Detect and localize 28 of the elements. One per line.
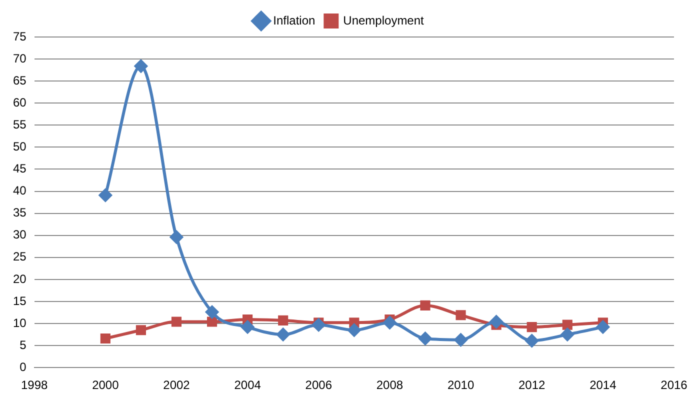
y-tick-label: 10 bbox=[12, 316, 27, 330]
x-tick-label: 2008 bbox=[376, 378, 404, 392]
x-tick-label: 2012 bbox=[518, 378, 546, 392]
y-tick-label: 20 bbox=[12, 272, 27, 286]
legend-label: Inflation bbox=[273, 13, 316, 28]
y-tick-label: 5 bbox=[20, 338, 27, 352]
x-tick-label: 2010 bbox=[447, 378, 474, 392]
y-tick-label: 70 bbox=[12, 51, 27, 66]
y-tick-label: 65 bbox=[12, 73, 27, 88]
x-tick-label: 2000 bbox=[92, 378, 120, 392]
x-tick-label: 1998 bbox=[20, 378, 48, 392]
y-tick-label: 35 bbox=[12, 206, 27, 220]
y-tick-label: 75 bbox=[12, 29, 27, 44]
y-tick-label: 0 bbox=[20, 360, 27, 374]
x-tick-label: 2014 bbox=[590, 378, 617, 392]
x-tick-label: 2002 bbox=[163, 378, 190, 392]
y-tick-label: 50 bbox=[12, 140, 27, 154]
y-tick-label: 45 bbox=[12, 162, 27, 176]
y-tick-label: 30 bbox=[12, 228, 27, 242]
x-tick-label: 2004 bbox=[234, 378, 262, 392]
x-tick-label: 2016 bbox=[660, 378, 688, 392]
y-tick-label: 25 bbox=[12, 250, 27, 264]
y-tick-label: 40 bbox=[12, 184, 27, 198]
y-tick-label: 60 bbox=[12, 95, 27, 110]
y-tick-label: 55 bbox=[12, 117, 27, 132]
y-tick-label: 15 bbox=[12, 294, 27, 308]
legend-label: Unemployment bbox=[343, 13, 425, 28]
x-tick-label: 2006 bbox=[305, 378, 332, 392]
